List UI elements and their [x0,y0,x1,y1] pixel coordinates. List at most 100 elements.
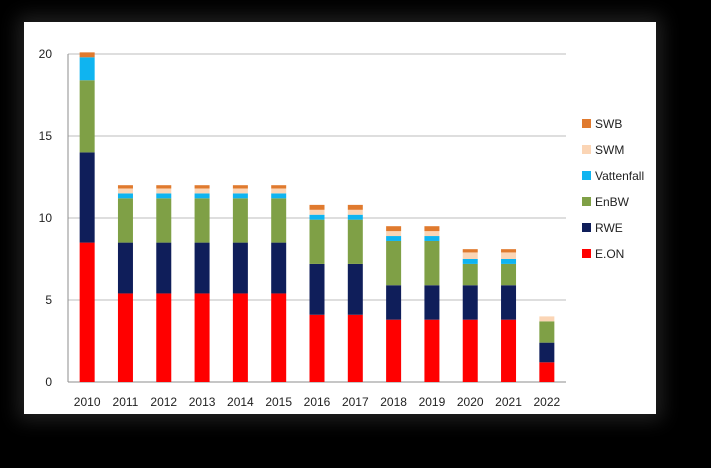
bar-segment [117,188,133,194]
x-tick-label: 2022 [533,395,560,409]
bar-segment [309,214,325,220]
legend: SWB SWM Vattenfall EnBW RWE E.ON [582,117,644,261]
bar-segment [156,293,172,382]
bar-segment [386,226,402,232]
x-tick-label: 2016 [304,395,331,409]
y-tick-label: 15 [39,129,53,143]
bar-segment [232,193,248,199]
bar-segment [194,198,210,243]
bar-segment [309,204,325,210]
bar-segment [347,219,363,264]
y-tick-label: 5 [45,293,52,307]
bar-segment [386,285,402,320]
bar-segment [539,321,555,343]
bar-segment [309,209,325,215]
bar-segment [501,259,517,264]
legend-label: Vattenfall [595,169,644,183]
legend-label: SWM [595,143,624,157]
bar-segment [501,249,517,253]
x-tick-label: 2012 [150,395,177,409]
y-tick-label: 20 [39,47,53,61]
x-tick-label: 2011 [113,395,139,409]
stacked-bar-chart: 2010 2011 2012 2013 2014 2015 2016 2017 2018 2019… [39,47,645,409]
bar-segment [271,188,287,194]
legend-label: EnBW [595,195,630,209]
bar-segment [156,242,172,294]
legend-swatch [582,223,591,232]
bar-segment [232,242,248,294]
y-tick-label: 10 [39,211,53,225]
bar-segment [462,252,478,259]
bar-segment [232,188,248,194]
x-tick-labels: 2010 2011 2012 2013 2014 2015 2016 2017 2018 2019… [74,395,561,409]
legend-swatch [582,145,591,154]
legend-swatch [582,249,591,258]
bar-segment [539,362,555,382]
legend-label: E.ON [595,247,624,261]
bar-segment [501,252,517,259]
x-tick-label: 2013 [189,395,216,409]
legend-label: SWB [595,117,622,131]
chart-card: 2010 2011 2012 2013 2014 2015 2016 2017 2018 2019… [24,22,656,414]
bar-segment [424,231,440,237]
bar-segment [117,193,133,199]
bar-segment [194,193,210,199]
x-tick-label: 2010 [74,395,101,409]
bar-segment [501,285,517,320]
bar-segment [462,319,478,382]
bar-segment [194,188,210,194]
bar-segment [117,198,133,243]
bar-segment [79,52,95,58]
bars [79,52,555,382]
bar-segment [194,242,210,294]
bar-segment [424,226,440,232]
bar-segment [424,240,440,286]
bar-segment [271,242,287,294]
bar-segment [156,193,172,199]
bar-segment [194,293,210,382]
legend-swatch [582,171,591,180]
bar-segment [386,231,402,237]
bar-segment [424,285,440,320]
bar-segment [156,188,172,194]
legend-swatch [582,119,591,128]
y-tick-label: 0 [45,375,52,389]
x-tick-label: 2018 [380,395,407,409]
bar-segment [462,263,478,286]
bar-segment [386,319,402,382]
x-tick-label: 2014 [227,395,254,409]
bar-segment [501,319,517,382]
bar-segment [462,285,478,320]
legend-swatch [582,197,591,206]
bar-segment [79,152,95,243]
bar-segment [194,185,210,189]
bar-segment [501,263,517,286]
bar-segment [271,198,287,243]
x-tick-label: 2020 [457,395,484,409]
x-tick-label: 2021 [495,395,522,409]
bar-segment [347,214,363,220]
bar-segment [271,185,287,189]
bar-segment [347,204,363,210]
bar-segment [117,242,133,294]
x-tick-label: 2015 [265,395,292,409]
x-tick-label: 2019 [419,395,446,409]
bar-segment [79,57,95,81]
bar-segment [232,293,248,382]
bar-segment [347,209,363,215]
bar-segment [271,193,287,199]
bar-segment [156,198,172,243]
bar-segment [117,293,133,382]
legend-label: RWE [595,221,623,235]
bar-segment [539,342,555,363]
bar-segment [424,319,440,382]
bar-segment [232,185,248,189]
bar-segment [117,185,133,189]
bar-segment [462,249,478,253]
bar-segment [271,293,287,382]
bar-segment [347,314,363,382]
bar-segment [232,198,248,243]
bar-segment [424,236,440,241]
bar-segment [79,80,95,153]
bar-segment [462,259,478,264]
